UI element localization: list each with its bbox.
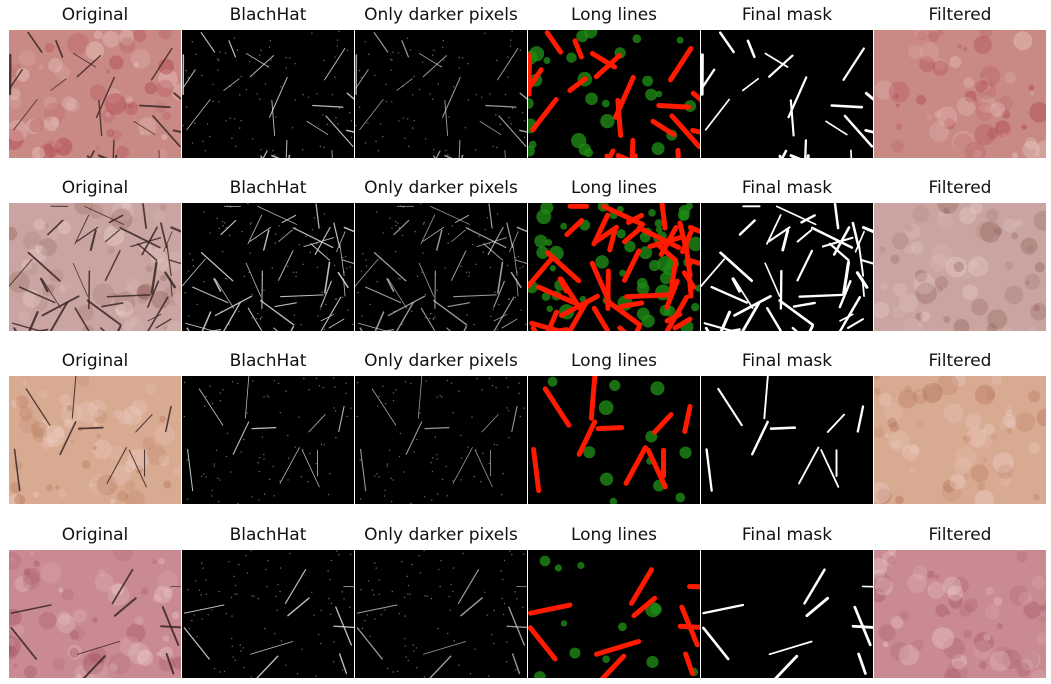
panel-image-filtered — [874, 30, 1046, 158]
panel-title: Long lines — [570, 178, 658, 198]
panel-image-longlines — [528, 550, 700, 678]
panel-title: BlachHat — [229, 5, 307, 25]
panel-image-finalmask — [701, 203, 873, 331]
panel-image-darker — [355, 550, 527, 678]
panel-image-blackhat — [182, 550, 354, 678]
panel-image-darker — [355, 203, 527, 331]
panel-image-longlines — [528, 30, 700, 158]
panel-title: Final mask — [741, 351, 833, 371]
panel-title: Original — [61, 351, 129, 371]
panel-title: Long lines — [570, 351, 658, 371]
panel-image-filtered — [874, 376, 1046, 504]
panel-title: Long lines — [570, 5, 658, 25]
panel-image-blackhat — [182, 203, 354, 331]
panel-image-darker — [355, 30, 527, 158]
panel-image-filtered — [874, 203, 1046, 331]
panel-title: Filtered — [928, 178, 992, 198]
panel-title: Only darker pixels — [364, 351, 518, 371]
panel-image-finalmask — [701, 550, 873, 678]
panel-image-finalmask — [701, 30, 873, 158]
panel-title: Original — [61, 5, 129, 25]
panel-image-blackhat — [182, 376, 354, 504]
panel-image-darker — [355, 376, 527, 504]
panel-title: Only darker pixels — [364, 5, 518, 25]
panel-title: Filtered — [928, 525, 992, 545]
panel-title: Filtered — [928, 5, 992, 25]
panel-image-original — [9, 203, 181, 331]
panel-title: Only darker pixels — [364, 178, 518, 198]
panel-image-original — [9, 550, 181, 678]
panel-image-longlines — [528, 376, 700, 504]
panel-title: Original — [61, 525, 129, 545]
panel-title: Original — [61, 178, 129, 198]
panel-title: Filtered — [928, 351, 992, 371]
panel-title: Only darker pixels — [364, 525, 518, 545]
panel-image-finalmask — [701, 376, 873, 504]
panel-title: BlachHat — [229, 178, 307, 198]
panel-title: Final mask — [741, 525, 833, 545]
panel-image-blackhat — [182, 30, 354, 158]
panel-title: Final mask — [741, 5, 833, 25]
panel-image-original — [9, 30, 181, 158]
panel-title: Long lines — [570, 525, 658, 545]
panel-image-original — [9, 376, 181, 504]
panel-image-longlines — [528, 203, 700, 331]
panel-title: BlachHat — [229, 351, 307, 371]
panel-title: Final mask — [741, 178, 833, 198]
panel-title: BlachHat — [229, 525, 307, 545]
panel-image-filtered — [874, 550, 1046, 678]
